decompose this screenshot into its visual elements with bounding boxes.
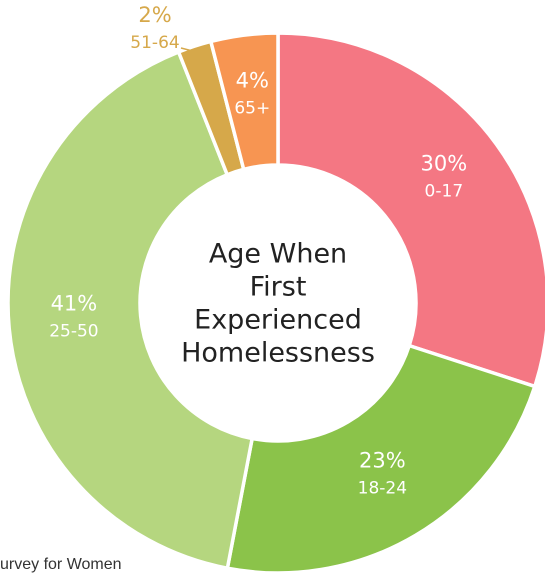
center-title-line: Experienced — [194, 305, 362, 336]
center-title-line: Age When — [209, 239, 347, 270]
slice-value-label-65: 4% — [236, 69, 269, 93]
slice-category-label-0-17: 0-17 — [425, 182, 464, 202]
slice-value-label-18-24: 23% — [359, 448, 406, 472]
slice-category-label-65: 65+ — [234, 99, 270, 119]
slice-category-label-18-24: 18-24 — [358, 478, 407, 498]
slice-category-label-51-64: 51-64 — [130, 33, 179, 53]
slice-labels: 30% 0-17 23% 18-24 41% 25-50 2% 51-64 4% 65+ — [49, 3, 467, 498]
leader-line-51-64 — [180, 47, 197, 53]
source-caption: urvey for Women — [0, 556, 122, 573]
slice-18-24 — [225, 343, 537, 575]
slice-category-label-25-50: 25-50 — [49, 321, 98, 341]
slice-value-label-25-50: 41% — [51, 291, 98, 315]
center-title-line: First — [250, 272, 307, 303]
slice-value-label-0-17: 30% — [421, 152, 468, 176]
slice-65 — [208, 31, 280, 172]
slice-25-50 — [6, 49, 255, 571]
donut-slices — [6, 31, 545, 575]
slice-value-label-51-64: 2% — [138, 3, 171, 27]
slice-0-17 — [276, 31, 545, 389]
center-title-line: Homelessness — [181, 338, 375, 369]
